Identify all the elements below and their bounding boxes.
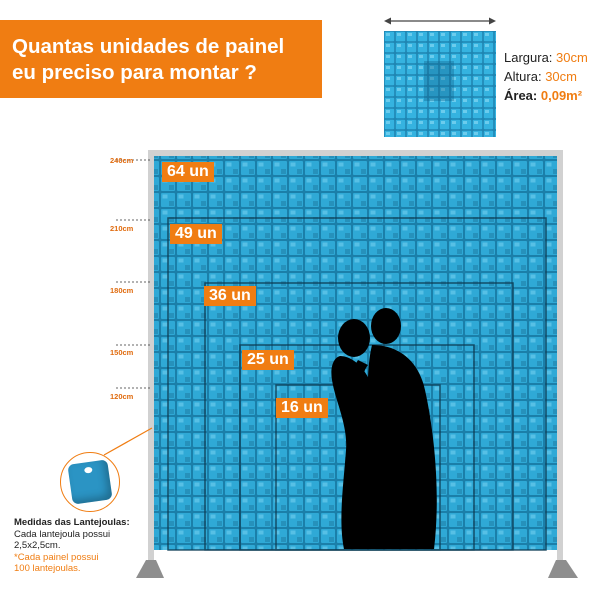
sample-specs: Largura: 30cm Altura: 30cm Área: 0,09m² (504, 48, 588, 105)
spec-width: Largura: 30cm (504, 50, 588, 65)
notes-line-1: Cada lantejoula possui (14, 528, 111, 540)
backdrop-frame (136, 150, 578, 578)
sequin-detail (60, 452, 120, 512)
unit-badge-25: 25 un (242, 350, 294, 370)
sample-panel-image (384, 31, 496, 137)
sequin-hole (83, 466, 93, 474)
notes-line-4: 100 lantejoulas. (14, 563, 81, 574)
title-line-2: eu preciso para montar ? (12, 61, 257, 84)
height-label-150: 150cm (110, 348, 134, 357)
callout-lines (103, 427, 153, 456)
unit-badge-64: 64 un (162, 162, 214, 182)
spec-area: Área: 0,09m² (504, 88, 583, 103)
notes-line-2: 2,5x2,5cm. (14, 540, 61, 551)
page-title: Quantas unidades de painel eu preciso pa… (12, 34, 317, 86)
height-label-180: 180cm (110, 286, 134, 295)
title-line-1: Quantas unidades de painel (12, 35, 285, 58)
height-ticks (116, 159, 150, 389)
spec-height: Altura: 30cm (504, 69, 577, 84)
couple-silhouette-icon (331, 308, 437, 549)
notes-line-3: *Cada painel possui (14, 551, 99, 563)
height-label-240: 240cm (110, 156, 134, 165)
title-banner: Quantas unidades de painel eu preciso pa… (0, 20, 322, 98)
width-arrow-icon (384, 17, 496, 25)
sequin-icon (67, 459, 113, 505)
unit-badge-49: 49 un (170, 224, 222, 244)
sequin-texture-icon (384, 31, 496, 137)
sequin-notes: Medidas das Lantejoulas: Cada lantejoula… (14, 517, 154, 575)
unit-badge-16: 16 un (276, 398, 328, 418)
notes-heading: Medidas das Lantejoulas: (14, 517, 130, 528)
sample-panel (384, 12, 496, 138)
height-label-120: 120cm (110, 392, 134, 401)
height-label-210: 210cm (110, 224, 134, 233)
unit-badge-36: 36 un (204, 286, 256, 306)
panel-outlines (167, 217, 547, 551)
